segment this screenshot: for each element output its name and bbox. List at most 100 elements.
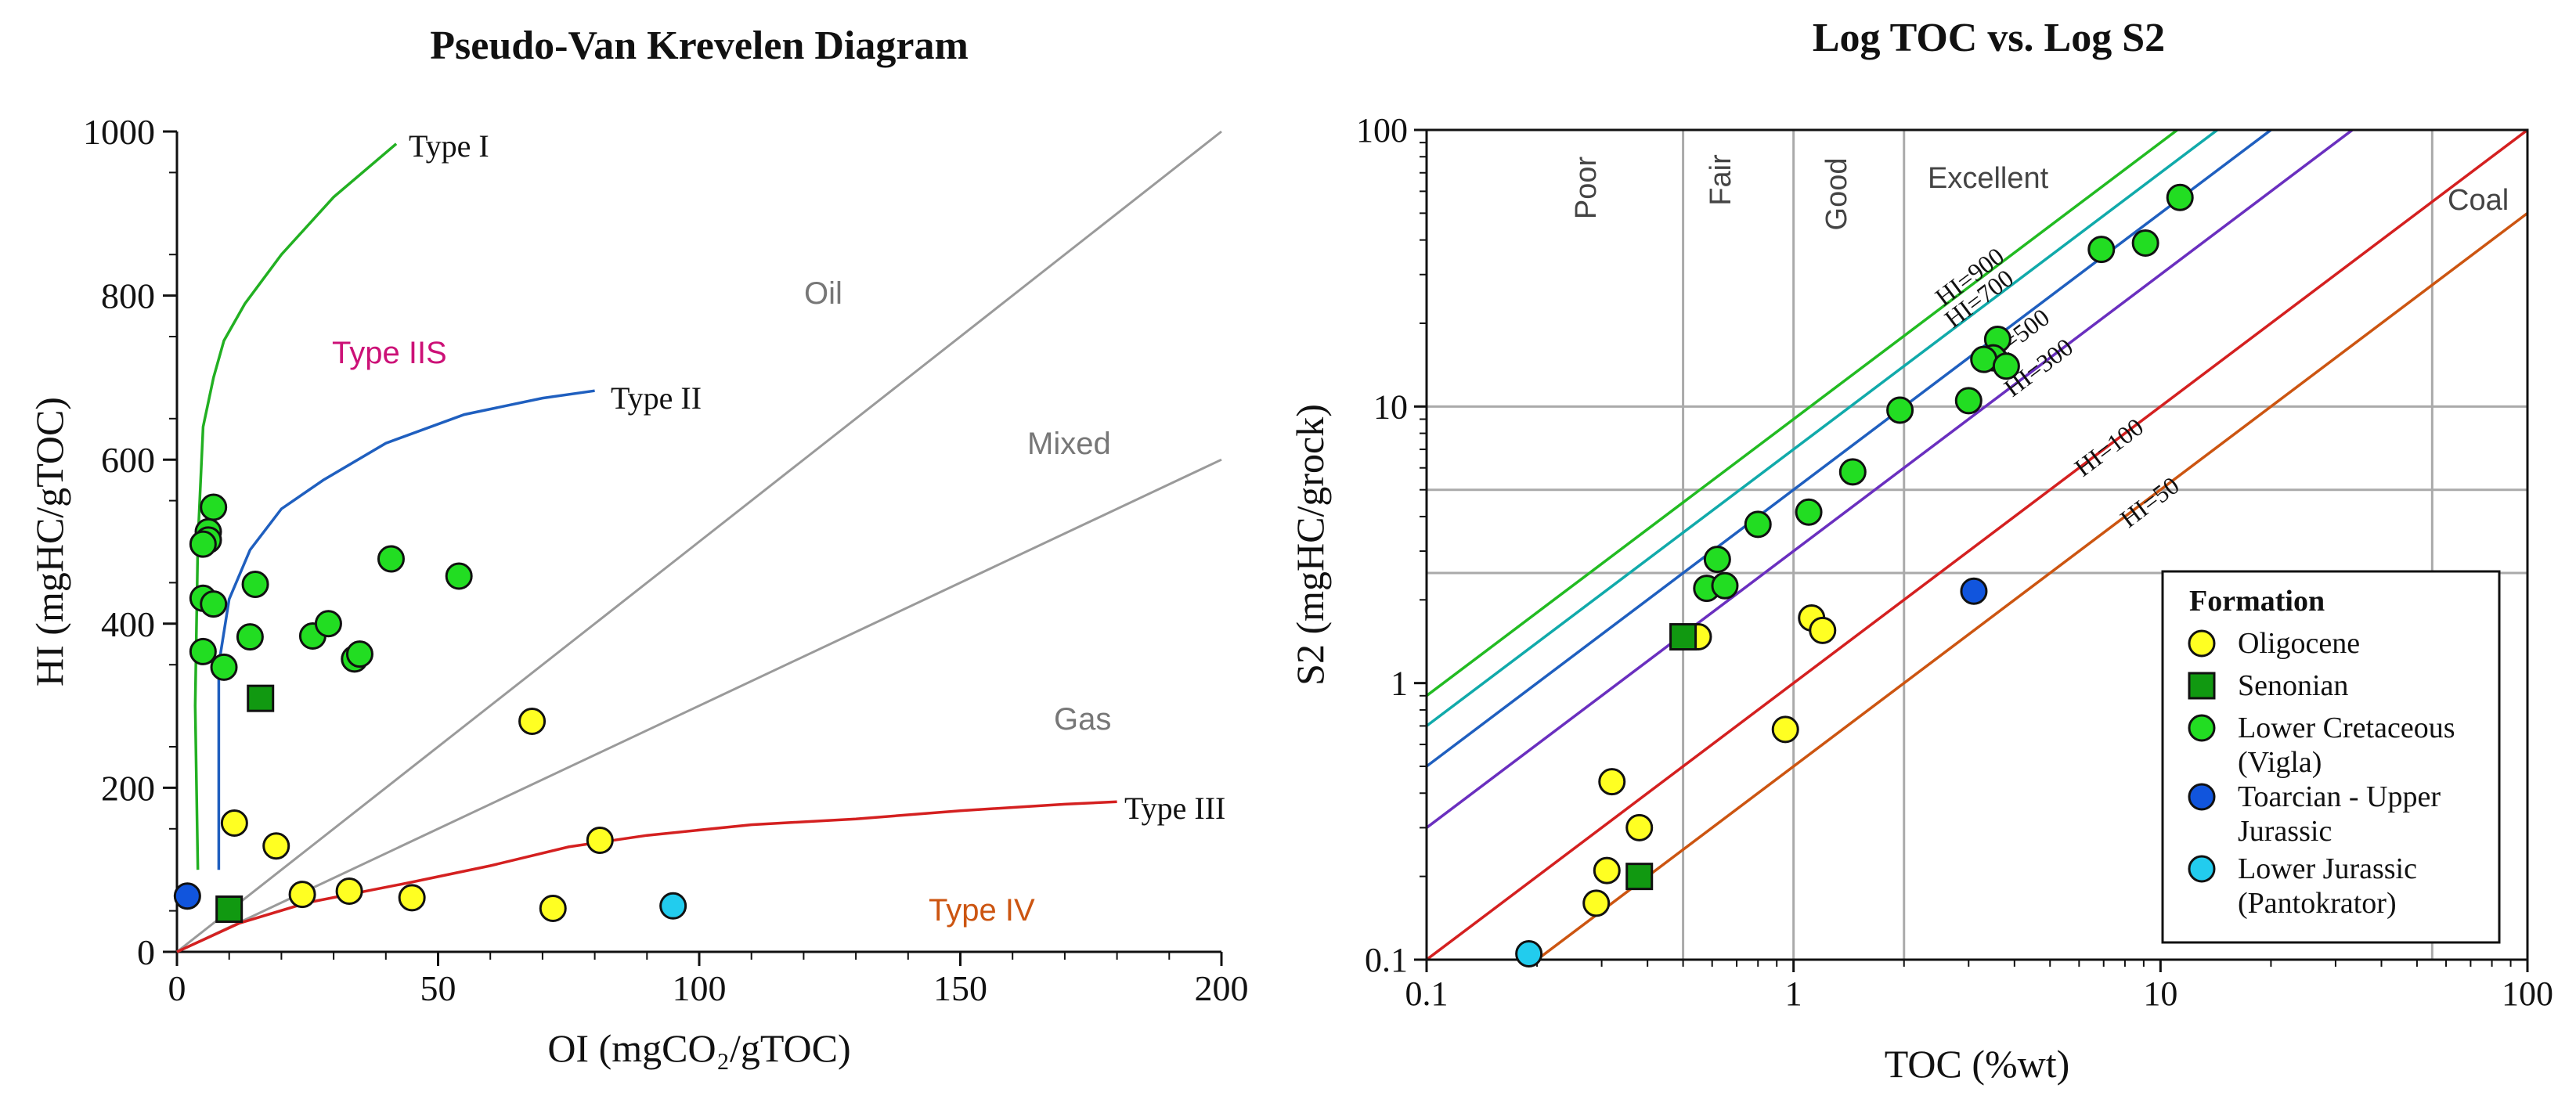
curve-type-i xyxy=(193,142,398,870)
point-lower-cretaceous-vigla xyxy=(345,640,373,668)
point-lower-cretaceous-vigla xyxy=(2131,229,2159,257)
hi-line-700 xyxy=(1427,130,2220,727)
curve-type-ii xyxy=(217,389,595,870)
legend-label: Lower Cretaceous xyxy=(2238,712,2455,744)
point-lower-cretaceous-vigla xyxy=(1703,546,1731,574)
reference-line-oil xyxy=(176,130,1222,953)
region-label-type-iii: Type III xyxy=(1124,791,1225,826)
point-oligocene xyxy=(335,877,363,905)
zone-label-good: Good xyxy=(1820,158,1853,231)
van-krevelen-chart: Pseudo-Van Krevelen Diagram 0 50 100 150 200 0… xyxy=(27,23,1249,1070)
point-oligocene xyxy=(1582,889,1611,917)
chart-title: Log TOC vs. Log S2 xyxy=(1813,16,2165,60)
region-label-type-iis: Type IIS xyxy=(332,336,447,370)
curve-type-iii xyxy=(176,800,1117,953)
legend-marker xyxy=(2188,855,2216,883)
point-lower-cretaceous-vigla xyxy=(200,493,228,521)
point-toarcian-upper-jurassic xyxy=(173,882,201,910)
point-lower-cretaceous-vigla xyxy=(445,562,473,590)
x-tick-label: 100 xyxy=(2502,975,2553,1013)
point-lower-cretaceous-vigla xyxy=(1970,345,1998,373)
legend-label: Senonian xyxy=(2238,669,2348,702)
point-oligocene xyxy=(1625,813,1654,841)
point-lower-cretaceous-vigla xyxy=(1838,458,1867,486)
hi-line-50 xyxy=(1535,211,2527,960)
point-lower-cretaceous-vigla xyxy=(1795,498,1823,526)
zone-label-excellent: Excellent xyxy=(1928,162,2049,195)
legend-label: Toarcian - Upper xyxy=(2238,780,2441,813)
point-oligocene xyxy=(398,884,426,912)
hi-line-100 xyxy=(1427,130,2527,960)
legend-label: Oligocene xyxy=(2238,627,2360,660)
point-oligocene xyxy=(1593,856,1621,885)
point-oligocene xyxy=(1771,715,1799,744)
point-lower-cretaceous-vigla xyxy=(1992,352,2020,380)
x-tick-label: 100 xyxy=(673,968,727,1008)
legend: Formation Oligocene Senonian Lower Cretaceo… xyxy=(2161,570,2501,944)
y-tick-label: 100 xyxy=(1356,111,1408,150)
legend-title: Formation xyxy=(2189,585,2325,618)
x-axis-label: TOC (%wt) xyxy=(1885,1042,2070,1086)
legend-marker xyxy=(2188,783,2216,811)
point-lower-cretaceous-vigla xyxy=(314,610,342,638)
x-tick-label: 200 xyxy=(1195,968,1249,1008)
y-tick-label: 600 xyxy=(101,440,155,480)
point-oligocene xyxy=(518,708,547,736)
legend-box xyxy=(2161,570,2501,944)
y-tick-label: 1000 xyxy=(83,112,155,152)
hi-lines xyxy=(1427,130,2527,960)
zone-label-poor: Poor xyxy=(1570,157,1603,220)
region-label-oil: Oil xyxy=(804,276,842,311)
x-tick-label: 150 xyxy=(933,968,987,1008)
legend-marker xyxy=(2188,629,2216,658)
y-axis-label: S2 (mgHC/grock) xyxy=(1288,404,1332,686)
region-label-mixed: Mixed xyxy=(1027,427,1111,461)
legend-label: (Vigla) xyxy=(2238,746,2322,779)
point-oligocene xyxy=(220,809,248,837)
point-oligocene xyxy=(288,881,316,909)
y-tick-label: 0.1 xyxy=(1365,941,1408,979)
y-tick-label: 0 xyxy=(137,932,155,972)
hi-label-50: HI=50 xyxy=(2115,471,2185,533)
point-lower-cretaceous-vigla xyxy=(236,623,264,651)
point-oligocene xyxy=(262,832,290,860)
region-label-type-iv: Type IV xyxy=(929,893,1035,928)
point-lower-jurassic-pantokrator xyxy=(1515,940,1543,968)
point-lower-cretaceous-vigla xyxy=(200,590,228,618)
point-senonian xyxy=(247,684,275,712)
legend-marker xyxy=(2188,714,2216,742)
x-axis-label: OI (mgCO₂/gTOC) xyxy=(547,1026,850,1070)
hi-line-900 xyxy=(1427,130,2180,697)
plot-frame xyxy=(1425,128,2529,961)
point-lower-cretaceous-vigla xyxy=(1954,387,1983,415)
legend-label: Lower Jurassic xyxy=(2238,852,2417,885)
point-oligocene xyxy=(1809,616,1837,644)
hi-line-300 xyxy=(1427,130,2355,829)
hi-label-100: HI=100 xyxy=(2069,413,2148,482)
legend-marker xyxy=(2188,672,2216,700)
point-toarcian-upper-jurassic xyxy=(1960,577,1988,605)
legend-label: Jurassic xyxy=(2238,815,2332,848)
point-senonian xyxy=(215,895,244,924)
y-tick-label: 200 xyxy=(101,768,155,808)
point-oligocene xyxy=(539,894,567,922)
point-lower-cretaceous-vigla xyxy=(189,530,217,558)
point-oligocene xyxy=(586,826,614,854)
zone-label-coal: Coal xyxy=(2448,184,2509,217)
point-lower-cretaceous-vigla xyxy=(1711,571,1739,600)
point-lower-jurassic-pantokrator xyxy=(659,892,687,920)
point-lower-cretaceous-vigla xyxy=(210,653,238,681)
point-lower-cretaceous-vigla xyxy=(1886,396,1914,424)
zone-label-fair: Fair xyxy=(1705,154,1737,206)
y-tick-label: 800 xyxy=(101,276,155,316)
x-tick-label: 0.1 xyxy=(1405,975,1449,1013)
point-oligocene xyxy=(1598,768,1626,796)
point-lower-cretaceous-vigla xyxy=(189,637,217,665)
y-axis-label: HI (mgHC/gTOC) xyxy=(27,397,71,686)
reference-line-mixed xyxy=(176,458,1222,953)
region-label-type-i: Type I xyxy=(409,128,489,164)
y-tick-label: 1 xyxy=(1391,665,1408,703)
point-lower-cretaceous-vigla xyxy=(377,545,405,573)
chart-title: Pseudo-Van Krevelen Diagram xyxy=(430,23,969,68)
